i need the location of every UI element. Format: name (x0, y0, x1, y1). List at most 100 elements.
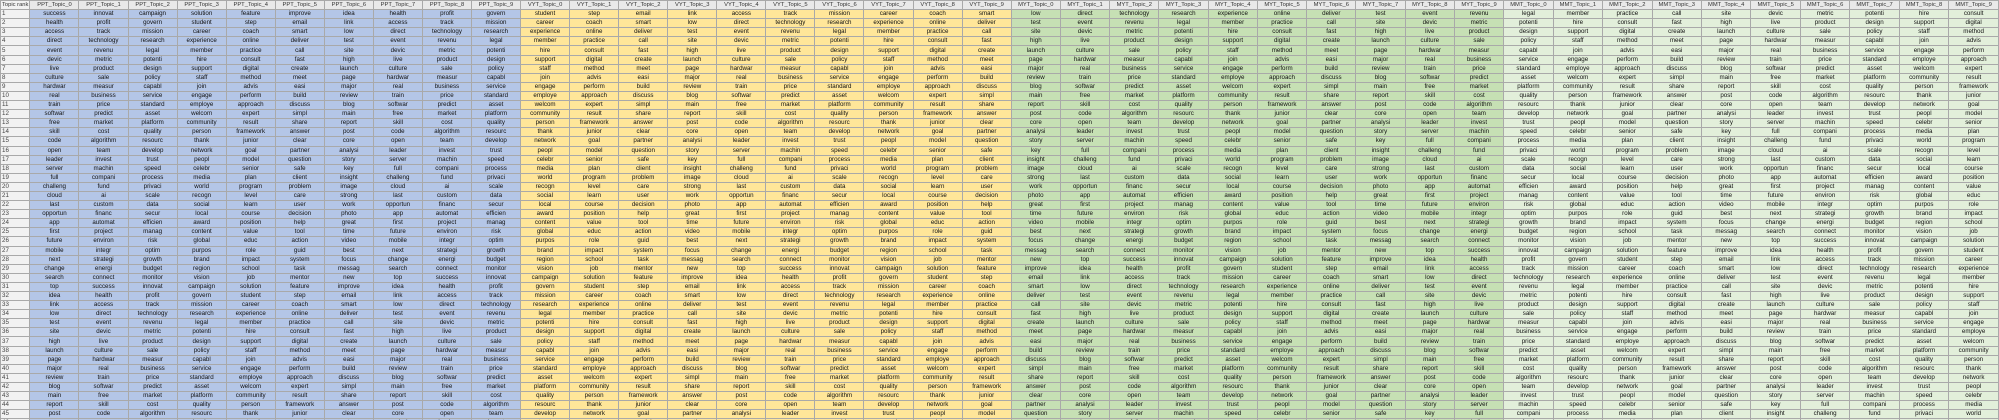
table-cell[interactable]: analysi (1700, 109, 1752, 120)
table-cell[interactable]: team (1453, 109, 1505, 120)
table-cell[interactable]: junior (225, 136, 276, 147)
table-cell[interactable]: train (716, 81, 767, 92)
table-cell[interactable]: safe (1306, 136, 1357, 147)
table-cell[interactable]: digital (1651, 300, 1702, 311)
table-cell[interactable]: devic (1404, 18, 1455, 29)
table-cell[interactable]: perform (1651, 327, 1702, 338)
table-cell[interactable]: server (1109, 409, 1160, 420)
table-cell[interactable]: mission (176, 300, 227, 311)
table-cell[interactable]: market (1158, 363, 1209, 374)
table-cell[interactable]: compani (1503, 409, 1554, 420)
table-cell[interactable]: digital (274, 336, 325, 347)
table-cell[interactable]: next (1059, 227, 1111, 238)
table-cell[interactable]: site (1404, 290, 1455, 302)
table-cell[interactable]: feature (225, 9, 276, 20)
table-cell[interactable]: price (1849, 327, 1900, 338)
table-cell[interactable]: perform (1306, 336, 1357, 347)
table-cell[interactable]: automat (765, 200, 816, 211)
table-cell[interactable]: low (1059, 281, 1111, 293)
table-cell[interactable]: predict (127, 381, 178, 393)
table-cell[interactable]: thank (863, 118, 914, 129)
table-cell[interactable]: market (421, 109, 472, 120)
table-cell[interactable]: person (863, 109, 914, 120)
table-cell[interactable]: person (1898, 81, 1950, 92)
table-cell[interactable]: site (323, 45, 374, 56)
table-cell[interactable]: student (225, 290, 276, 302)
table-cell[interactable]: connect (1109, 245, 1160, 256)
table-cell[interactable]: develop (863, 400, 914, 411)
table-cell[interactable]: algorithm (765, 118, 816, 129)
table-cell[interactable]: question (1306, 127, 1357, 138)
column-header[interactable]: MYT_Topic_0 (1010, 0, 1061, 11)
table-cell[interactable]: fund (1109, 154, 1160, 165)
table-cell[interactable]: ai (1453, 154, 1505, 165)
table-cell[interactable]: predict (1849, 336, 1900, 347)
table-cell[interactable]: world (863, 163, 914, 174)
table-cell[interactable]: story (1010, 136, 1061, 147)
table-cell[interactable]: perform (961, 345, 1012, 356)
table-cell[interactable]: platform (1503, 81, 1554, 92)
table-cell[interactable]: report (1700, 81, 1752, 92)
table-cell[interactable]: smart (1010, 281, 1061, 293)
table-cell[interactable]: result (225, 118, 276, 129)
table-cell[interactable]: fast (323, 327, 374, 338)
table-cell[interactable]: purpos (176, 245, 227, 256)
table-cell[interactable]: full (1453, 409, 1505, 420)
table-cell[interactable]: machin (765, 145, 816, 156)
table-cell[interactable]: speed (1898, 391, 1950, 402)
table-cell[interactable]: thank (1602, 372, 1653, 383)
table-cell[interactable]: success (765, 263, 816, 274)
table-cell[interactable]: server (1453, 400, 1505, 411)
table-cell[interactable]: page (1700, 36, 1752, 47)
table-cell[interactable]: consult (1651, 290, 1702, 302)
table-cell[interactable]: speed (127, 163, 178, 174)
table-cell[interactable]: advis (1306, 327, 1357, 338)
table-cell[interactable]: framework (1948, 81, 1999, 92)
table-cell[interactable]: key (1010, 145, 1061, 156)
table-cell[interactable]: easi (667, 345, 718, 356)
table-cell[interactable]: sale (1503, 309, 1554, 320)
table-cell[interactable]: top (1750, 236, 1801, 247)
table-cell[interactable]: expert (1256, 81, 1308, 92)
table-cell[interactable]: focus (1355, 227, 1406, 238)
table-cell[interactable]: staff (1948, 300, 1999, 311)
table-cell[interactable]: code (1109, 381, 1160, 393)
table-cell[interactable]: price (78, 100, 129, 111)
table-cell[interactable]: answer (1651, 90, 1702, 102)
table-cell[interactable]: method (912, 54, 963, 65)
table-cell[interactable]: member (1207, 18, 1258, 29)
table-cell[interactable]: photo (667, 200, 718, 211)
table-cell[interactable]: mission (470, 18, 522, 29)
table-cell[interactable]: service (176, 363, 227, 374)
table-cell[interactable]: call (323, 318, 374, 329)
table-cell[interactable]: blog (1059, 354, 1111, 365)
table-cell[interactable]: process (470, 163, 522, 174)
table-cell[interactable]: approach (274, 372, 325, 383)
table-cell[interactable]: devic (78, 327, 129, 338)
table-cell[interactable]: create (274, 63, 325, 74)
table-cell[interactable]: blog (1404, 345, 1455, 356)
table-cell[interactable]: employe (1898, 54, 1950, 65)
table-cell[interactable]: speed (1849, 118, 1900, 129)
table-cell[interactable]: live (1109, 309, 1160, 320)
table-cell[interactable]: free (716, 100, 767, 111)
table-cell[interactable]: search (372, 263, 423, 274)
table-cell[interactable]: price (1799, 54, 1851, 65)
table-cell[interactable]: level (225, 190, 276, 202)
table-cell[interactable]: job (1256, 245, 1308, 256)
table-cell[interactable]: potenti (1849, 9, 1900, 20)
row-number[interactable]: 31 (0, 281, 31, 293)
table-cell[interactable]: school (225, 263, 276, 274)
table-cell[interactable]: leader (1404, 118, 1455, 129)
table-cell[interactable]: standard (1898, 327, 1950, 338)
table-cell[interactable]: open (372, 136, 423, 147)
table-cell[interactable]: smart (1700, 263, 1752, 274)
table-cell[interactable]: access (372, 18, 423, 29)
table-cell[interactable]: train (372, 90, 423, 102)
table-cell[interactable]: help (618, 209, 669, 220)
table-cell[interactable]: live (1453, 300, 1505, 311)
table-cell[interactable]: legal (1158, 18, 1209, 29)
table-cell[interactable]: asset (127, 109, 178, 120)
table-cell[interactable]: asset (520, 372, 571, 383)
column-header[interactable]: PPT_Topic_1 (78, 0, 129, 11)
